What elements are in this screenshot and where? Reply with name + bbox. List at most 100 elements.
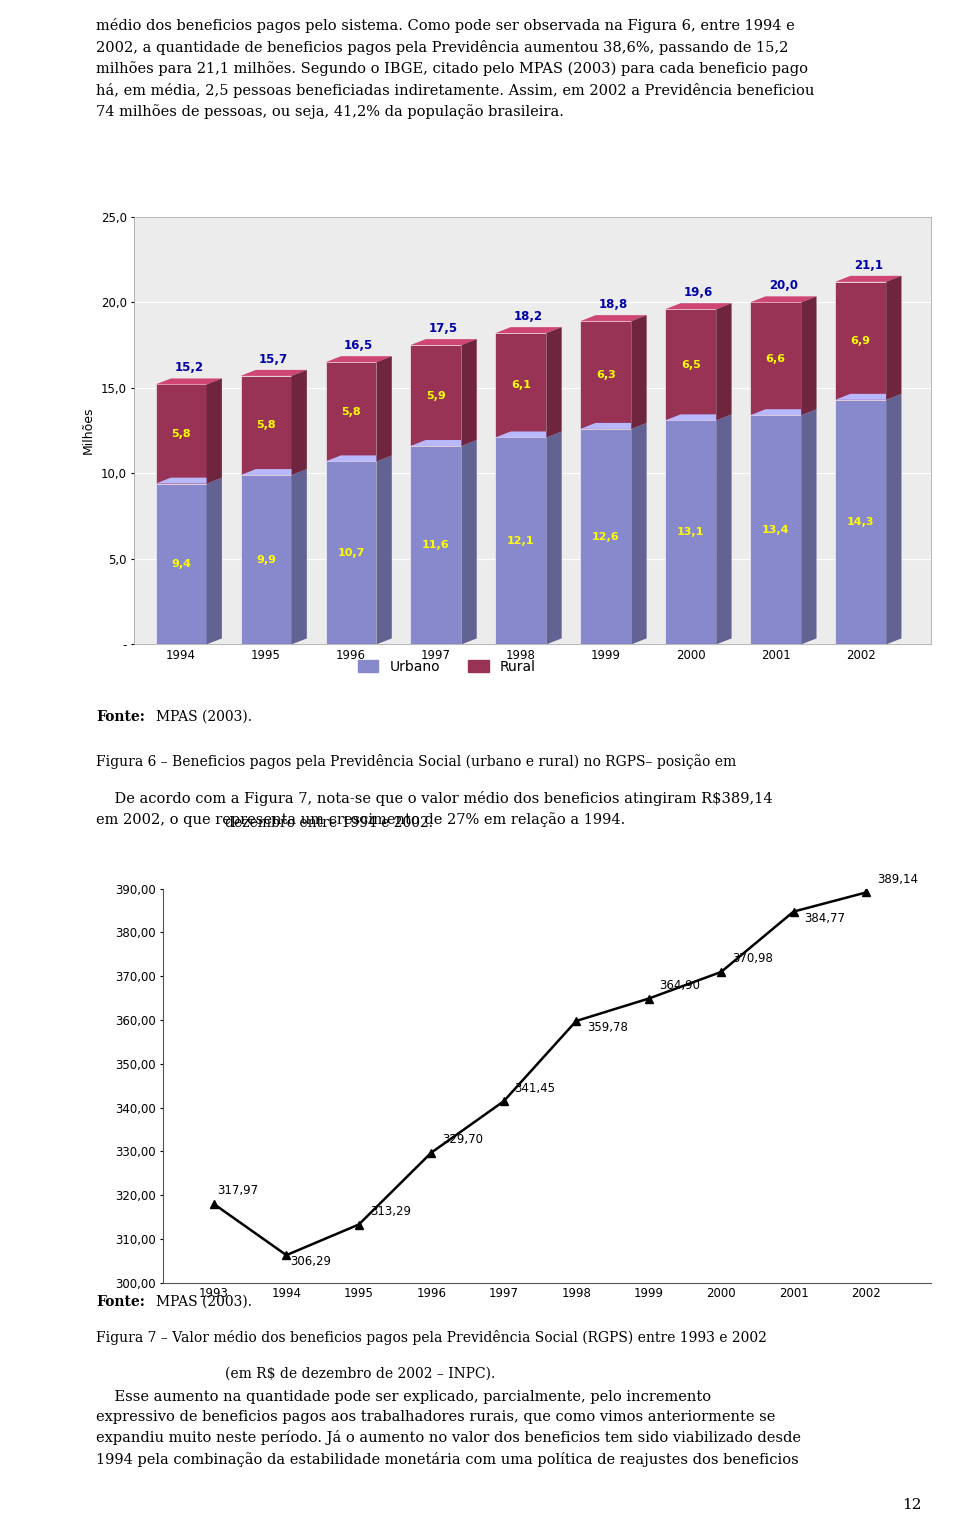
Polygon shape xyxy=(292,469,307,644)
Polygon shape xyxy=(325,455,392,461)
Text: 17,5: 17,5 xyxy=(429,322,458,334)
Text: 9,9: 9,9 xyxy=(256,554,276,565)
Text: 12,1: 12,1 xyxy=(507,536,535,547)
Text: 19,6: 19,6 xyxy=(684,286,713,299)
Polygon shape xyxy=(156,478,222,484)
Polygon shape xyxy=(495,432,562,437)
Bar xyxy=(411,345,462,446)
Text: MPAS (2003).: MPAS (2003). xyxy=(156,710,252,724)
Polygon shape xyxy=(716,304,732,420)
Text: 16,5: 16,5 xyxy=(344,339,373,351)
Text: Figura 7 – Valor médio dos beneficios pagos pela Previdência Social (RGPS) entre: Figura 7 – Valor médio dos beneficios pa… xyxy=(96,1330,767,1345)
Polygon shape xyxy=(716,414,732,644)
Bar xyxy=(156,484,206,644)
Polygon shape xyxy=(886,394,901,644)
Polygon shape xyxy=(241,469,307,475)
Bar xyxy=(495,333,546,437)
Bar xyxy=(751,302,802,415)
Legend: Urbano, Rural: Urbano, Rural xyxy=(352,654,541,680)
Bar xyxy=(665,420,716,644)
Text: 5,8: 5,8 xyxy=(341,406,361,417)
Polygon shape xyxy=(632,315,647,429)
Polygon shape xyxy=(546,432,562,644)
Polygon shape xyxy=(325,356,392,362)
Text: 13,4: 13,4 xyxy=(762,525,789,534)
Text: 9,4: 9,4 xyxy=(171,559,191,570)
Polygon shape xyxy=(751,409,817,415)
Text: 11,6: 11,6 xyxy=(422,541,450,550)
Polygon shape xyxy=(206,478,222,644)
Bar xyxy=(581,321,632,429)
Polygon shape xyxy=(411,339,477,345)
Text: 12: 12 xyxy=(902,1498,922,1512)
Text: 306,29: 306,29 xyxy=(290,1255,331,1269)
Polygon shape xyxy=(581,315,647,321)
Polygon shape xyxy=(462,440,477,644)
Polygon shape xyxy=(411,440,477,446)
Text: 15,7: 15,7 xyxy=(259,353,288,365)
Text: 384,77: 384,77 xyxy=(804,912,846,925)
Text: 6,9: 6,9 xyxy=(851,336,871,345)
Text: 6,5: 6,5 xyxy=(681,360,701,370)
Text: 13,1: 13,1 xyxy=(677,527,705,538)
Text: 18,8: 18,8 xyxy=(599,298,628,312)
Text: 364,90: 364,90 xyxy=(660,979,701,993)
Text: 5,8: 5,8 xyxy=(256,420,276,431)
Polygon shape xyxy=(835,394,901,400)
Text: Fonte:: Fonte: xyxy=(96,1295,145,1309)
Polygon shape xyxy=(546,327,562,437)
Bar xyxy=(241,475,292,644)
Text: 15,2: 15,2 xyxy=(174,362,204,374)
Polygon shape xyxy=(206,379,222,484)
Polygon shape xyxy=(581,423,647,429)
Text: 359,78: 359,78 xyxy=(588,1022,628,1034)
Bar xyxy=(835,282,886,400)
Polygon shape xyxy=(376,356,392,461)
Bar xyxy=(325,362,376,461)
Text: 6,1: 6,1 xyxy=(511,380,531,391)
Text: 12,6: 12,6 xyxy=(592,531,619,542)
Bar xyxy=(665,308,716,420)
Text: 389,14: 389,14 xyxy=(876,873,918,886)
Polygon shape xyxy=(462,339,477,446)
Text: 18,2: 18,2 xyxy=(514,310,543,322)
Text: Figura 6 – Beneficios pagos pela Previdência Social (urbano e rural) no RGPS– po: Figura 6 – Beneficios pagos pela Previdê… xyxy=(96,754,736,768)
Bar xyxy=(581,429,632,644)
Polygon shape xyxy=(886,276,901,400)
Text: De acordo com a Figura 7, nota-se que o valor médio dos beneficios atingiram R$3: De acordo com a Figura 7, nota-se que o … xyxy=(96,791,773,828)
Text: médio dos beneficios pagos pelo sistema. Como pode ser observada na Figura 6, en: médio dos beneficios pagos pelo sistema.… xyxy=(96,18,814,119)
Text: 14,3: 14,3 xyxy=(847,518,875,527)
Bar xyxy=(325,461,376,644)
Polygon shape xyxy=(495,327,562,333)
Text: 21,1: 21,1 xyxy=(853,258,883,272)
Text: 370,98: 370,98 xyxy=(732,953,773,965)
Polygon shape xyxy=(665,304,732,308)
Bar xyxy=(156,385,206,484)
Polygon shape xyxy=(376,455,392,644)
Text: 5,8: 5,8 xyxy=(171,429,191,440)
Polygon shape xyxy=(751,296,817,302)
Polygon shape xyxy=(241,370,307,376)
Polygon shape xyxy=(835,276,901,282)
Text: 20,0: 20,0 xyxy=(769,279,798,292)
Text: Fonte:: Fonte: xyxy=(96,710,145,724)
Text: 5,9: 5,9 xyxy=(426,391,445,400)
Bar xyxy=(495,437,546,644)
Bar xyxy=(835,400,886,644)
Text: (em R$ de dezembro de 2002 – INPC).: (em R$ de dezembro de 2002 – INPC). xyxy=(226,1367,495,1380)
Text: Esse aumento na quantidade pode ser explicado, parcialmente, pelo incremento
exp: Esse aumento na quantidade pode ser expl… xyxy=(96,1390,801,1467)
Y-axis label: Milhões: Milhões xyxy=(83,406,95,455)
Polygon shape xyxy=(665,414,732,420)
Text: 329,70: 329,70 xyxy=(443,1133,483,1147)
Text: 6,3: 6,3 xyxy=(596,370,615,380)
Text: 6,6: 6,6 xyxy=(766,354,785,363)
Text: dezembro entre 1994 e 2002.: dezembro entre 1994 e 2002. xyxy=(226,817,434,831)
Text: MPAS (2003).: MPAS (2003). xyxy=(156,1295,252,1309)
Text: 10,7: 10,7 xyxy=(337,548,365,557)
Polygon shape xyxy=(802,409,817,644)
Bar xyxy=(241,376,292,475)
Bar xyxy=(411,446,462,644)
Bar xyxy=(751,415,802,644)
Text: 313,29: 313,29 xyxy=(370,1205,411,1219)
Text: 341,45: 341,45 xyxy=(515,1081,556,1095)
